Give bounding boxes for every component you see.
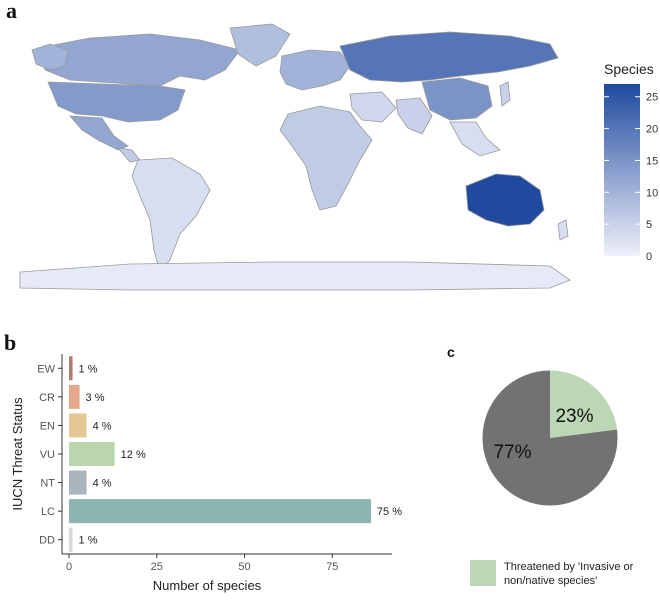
- bar-cr: [69, 384, 80, 409]
- map-region-africa: [279, 105, 373, 211]
- invasive-threat-pie-chart: 23% 77%: [481, 369, 619, 507]
- bar-data-label: 75 %: [377, 506, 402, 518]
- x-axis-title: Number of species: [153, 578, 262, 593]
- pie-outline: [481, 369, 619, 507]
- map-region-china: [421, 77, 493, 121]
- bar-data-label: 12 %: [121, 449, 146, 461]
- x-tick-label: 50: [238, 561, 250, 573]
- map-region-canada: [37, 33, 241, 87]
- map-region-mexico: [69, 115, 129, 151]
- map-region-japan: [499, 81, 511, 107]
- legend-tick-label: 25: [646, 92, 658, 104]
- map-region-se-asia: [449, 121, 501, 157]
- map-region-australia: [465, 173, 545, 227]
- bar-data-label: 4 %: [93, 420, 112, 432]
- y-axis-title: IUCN Threat Status: [10, 397, 25, 511]
- map-region-asia-south: [395, 97, 433, 135]
- y-tick-label: EW: [37, 363, 55, 375]
- x-tick-label: 25: [151, 561, 163, 573]
- bar-data-label: 4 %: [93, 478, 112, 490]
- panel-label-c: c: [447, 344, 455, 360]
- bar-en: [69, 413, 87, 438]
- map-region-south-america: [131, 157, 211, 273]
- pie-legend-swatch: [470, 560, 496, 586]
- pie-slice-invasive: [550, 370, 618, 438]
- legend-gradient-bar: [604, 84, 640, 256]
- y-tick-label: CR: [39, 392, 55, 404]
- legend-tick-label: 15: [646, 155, 658, 167]
- bar-data-label: 1 %: [79, 535, 98, 547]
- legend-tick-label: 10: [646, 187, 658, 199]
- pie-legend-label: Threatened by 'Invasive or non/native sp…: [504, 560, 654, 588]
- map-region-middle-east: [349, 91, 397, 123]
- legend-tick-label: 20: [646, 124, 658, 136]
- map-region-antarctica: [19, 261, 571, 291]
- species-color-legend: 0 5 10 15 20 25: [604, 84, 658, 263]
- x-tick-label: 75: [326, 561, 338, 573]
- bar-lc: [69, 499, 371, 524]
- world-map: [19, 23, 571, 291]
- bar-nt: [69, 470, 87, 495]
- x-tick-label: 0: [66, 561, 72, 573]
- pie-slice-label: 23%: [555, 406, 593, 427]
- panel-label-b: b: [4, 330, 17, 355]
- map-region-new-zealand: [557, 219, 569, 241]
- threat-status-bar-chart: EW 1 % CR 3 % EN 4 % VU 12 % NT 4 % LC 75 % DD 1 % 0 25…: [10, 354, 402, 593]
- pie-slice-label: 77%: [493, 442, 531, 463]
- map-region-russia: [339, 31, 559, 83]
- pie-legend: Threatened by 'Invasive or non/native sp…: [470, 560, 654, 588]
- bar-vu: [69, 442, 115, 466]
- map-region-greenland: [229, 23, 291, 67]
- y-tick-label: VU: [40, 449, 55, 461]
- bar-ew: [69, 356, 73, 381]
- map-region-alaska: [31, 43, 69, 71]
- y-tick-label: NT: [40, 478, 55, 490]
- species-legend-title: Species: [604, 61, 654, 77]
- y-tick-label: LC: [41, 506, 55, 518]
- pie-legend-line-2: non/native species': [504, 575, 598, 587]
- map-region-central-america: [117, 147, 141, 163]
- map-region-usa: [47, 81, 186, 123]
- pie-legend-line-1: Threatened by 'Invasive or: [504, 561, 634, 573]
- bar-data-label: 1 %: [79, 363, 98, 375]
- legend-tick-label: 5: [646, 219, 652, 231]
- y-tick-label: EN: [40, 420, 55, 432]
- bar-dd: [69, 527, 73, 552]
- map-region-europe: [279, 49, 351, 91]
- panel-label-a: a: [6, 0, 17, 23]
- y-tick-label: DD: [39, 535, 55, 547]
- legend-tick-label: 0: [646, 251, 652, 263]
- pie-slice-other: [482, 370, 618, 506]
- bar-data-label: 3 %: [86, 392, 105, 404]
